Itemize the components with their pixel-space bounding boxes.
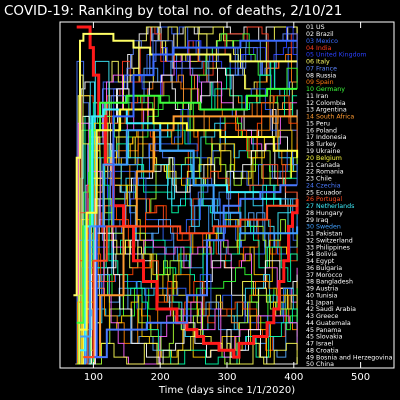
rank-label-03: 03 Mexico — [306, 38, 338, 45]
rank-label-43: 43 Greece — [306, 313, 339, 320]
rank-label-45: 45 Panama — [306, 327, 341, 334]
rank-label-32: 32 Switzerland — [306, 237, 353, 244]
rank-label-50: 50 China — [306, 361, 334, 368]
rank-label-07: 07 France — [306, 66, 337, 73]
rank-label-33: 33 Philippines — [306, 244, 350, 251]
rank-label-24: 24 Czechia — [306, 182, 341, 189]
series-south-africa — [83, 115, 298, 359]
rank-label-39: 39 Austria — [306, 286, 338, 293]
rank-label-30: 30 Sweden — [306, 224, 341, 231]
chart-title: COVID-19: Ranking by total no. of deaths… — [4, 3, 342, 19]
rank-label-25: 25 Ecuador — [306, 189, 342, 196]
trace-sweden — [81, 191, 298, 365]
rank-label-23: 23 Chile — [306, 176, 332, 183]
rank-label-15: 15 Peru — [306, 121, 330, 128]
rank-label-26: 26 Portugal — [306, 196, 342, 203]
rank-label-34: 34 Egypt — [306, 258, 335, 265]
rank-label-10: 10 Germany — [306, 86, 345, 93]
x-axis-label: Time (days since 1/1/2020) — [158, 385, 295, 396]
rank-label-47: 47 Israel — [306, 341, 333, 348]
rank-label-45: 45 Slovakia — [306, 334, 343, 341]
rank-label-42: 42 Saudi Arabia — [306, 306, 356, 313]
trace-saudi-arabia — [75, 274, 298, 365]
rank-label-18: 18 Turkey — [306, 141, 337, 148]
rank-label-40: 40 Tunisia — [306, 292, 338, 299]
rank-label-21: 21 Canada — [306, 162, 340, 169]
trace-bolivia — [92, 122, 298, 365]
rank-label-09: 09 Spain — [306, 79, 334, 86]
rank-label-04: 04 India — [306, 45, 332, 52]
x-tick-label: 400 — [284, 372, 303, 383]
series-belgium — [80, 108, 299, 331]
rank-label-37: 37 Morocco — [306, 272, 343, 279]
x-tick-label: 100 — [84, 372, 103, 383]
rank-label-11: 11 Iran — [306, 93, 328, 100]
x-tick-label: 300 — [217, 372, 236, 383]
rank-label-49: 49 Bosnia and Herzegovina — [306, 354, 393, 361]
series-portugal — [83, 198, 299, 359]
rank-label-48: 48 Croatia — [306, 347, 339, 354]
series-mexico — [83, 39, 298, 359]
rank-label-17: 17 Indonesia — [306, 134, 347, 141]
rank-label-28: 28 Hungary — [306, 210, 343, 217]
rank-label-31: 31 Pakistan — [306, 231, 342, 238]
rank-label-06: 06 Italy — [306, 59, 330, 66]
rank-label-41: 41 Japan — [306, 299, 334, 306]
x-tick-label: 500 — [351, 372, 370, 383]
rank-label-13: 13 Argentina — [306, 107, 347, 114]
series-italy — [73, 32, 298, 297]
rank-label-14: 14 South Africa — [306, 114, 354, 121]
rank-label-16: 16 Poland — [306, 127, 337, 134]
rank-label-01: 01 US — [306, 24, 325, 31]
trace-hungary — [88, 81, 298, 365]
rank-label-38: 38 Bangladesh — [306, 279, 353, 286]
rank-label-44: 44 Guatemala — [306, 320, 351, 327]
series-czechia — [86, 184, 298, 359]
rank-label-19: 19 Ukraine — [306, 148, 340, 155]
trace-czechia — [75, 60, 298, 365]
rank-label-02: 02 Brazil — [306, 31, 334, 38]
rank-label-29: 29 Iraq — [306, 217, 328, 224]
series-lines — [73, 25, 299, 359]
rank-label-20: 20 Belgium — [306, 155, 342, 162]
trace-slovakia — [80, 294, 298, 365]
rank-label-12: 12 Colombia — [306, 100, 346, 107]
x-tick-label: 200 — [151, 372, 170, 383]
x-axis: 100 200 300 400 500 — [84, 22, 370, 383]
rank-label-08: 08 Russia — [306, 72, 336, 79]
rank-label-36: 36 Bulgaria — [306, 265, 342, 272]
rank-label-05: 05 United Kingdom — [306, 52, 367, 59]
rank-label-22: 22 Romania — [306, 169, 344, 176]
rank-label-34: 34 Bolivia — [306, 251, 337, 258]
rank-label-27: 27 Netherlands — [306, 203, 354, 210]
